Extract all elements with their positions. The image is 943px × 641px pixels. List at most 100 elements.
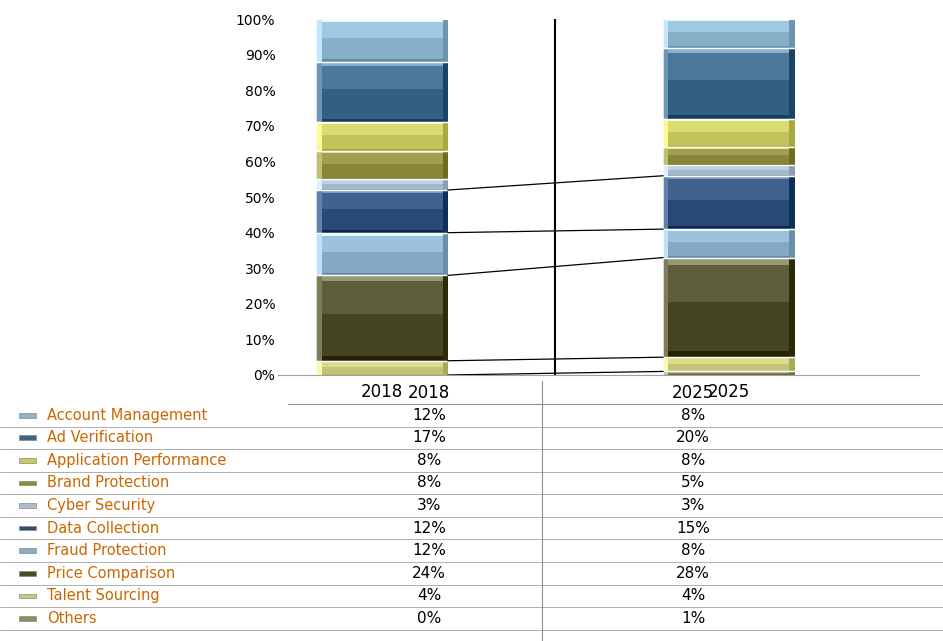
Bar	[316, 62, 448, 66]
Bar	[789, 357, 795, 371]
Text: Data Collection: Data Collection	[47, 520, 159, 536]
Bar	[316, 89, 448, 122]
Bar	[663, 371, 669, 375]
Bar	[663, 19, 795, 21]
Bar	[663, 32, 795, 47]
Bar	[663, 165, 795, 166]
Bar	[663, 357, 795, 363]
Text: 8%: 8%	[417, 453, 441, 468]
Bar	[443, 19, 448, 62]
Bar	[316, 273, 448, 276]
Bar	[789, 119, 795, 147]
Bar	[316, 122, 322, 151]
Bar	[316, 361, 448, 362]
Bar	[663, 363, 795, 371]
Bar	[663, 115, 795, 119]
Bar	[789, 165, 795, 176]
Text: 12%: 12%	[412, 543, 446, 558]
Bar	[316, 135, 448, 151]
Bar	[663, 147, 795, 149]
Bar	[663, 371, 795, 373]
Text: Ad Verification: Ad Verification	[47, 430, 154, 445]
Bar	[316, 276, 448, 281]
Bar	[663, 256, 795, 258]
Bar	[316, 178, 448, 179]
Bar	[443, 361, 448, 375]
Bar	[663, 229, 795, 231]
Bar	[663, 47, 669, 119]
Bar	[19, 548, 36, 553]
Bar	[316, 19, 448, 22]
Text: Account Management: Account Management	[47, 408, 207, 423]
Bar	[663, 226, 795, 229]
Bar	[663, 229, 795, 242]
Bar	[19, 503, 36, 508]
Bar	[663, 119, 795, 131]
Bar	[443, 62, 448, 122]
Bar	[663, 165, 795, 170]
Bar	[663, 258, 795, 303]
Bar	[316, 151, 322, 179]
Bar	[663, 19, 669, 47]
Bar	[19, 413, 36, 417]
Bar	[316, 190, 448, 193]
Bar	[316, 149, 448, 151]
Bar	[316, 163, 448, 179]
Bar	[316, 374, 448, 375]
Text: 8%: 8%	[681, 543, 705, 558]
Bar	[316, 361, 322, 375]
Bar	[316, 314, 448, 361]
Bar	[663, 242, 795, 258]
Bar	[316, 62, 448, 89]
Bar	[663, 46, 795, 47]
Bar	[316, 122, 448, 135]
Bar	[663, 19, 795, 32]
Bar	[663, 146, 795, 147]
Bar	[316, 190, 448, 209]
Bar	[663, 47, 795, 53]
Bar	[316, 233, 448, 252]
Bar	[316, 179, 448, 184]
Bar	[19, 616, 36, 620]
Bar	[316, 122, 448, 124]
Text: Others: Others	[47, 611, 97, 626]
Bar	[663, 176, 795, 200]
Bar	[663, 176, 669, 229]
Text: 12%: 12%	[412, 408, 446, 423]
Bar	[663, 175, 795, 176]
Bar	[316, 276, 448, 314]
Bar	[443, 122, 448, 151]
Bar	[663, 371, 795, 372]
Bar	[443, 151, 448, 179]
Bar	[19, 435, 36, 440]
Bar	[663, 258, 795, 265]
Bar	[316, 356, 448, 361]
Text: Price Comparison: Price Comparison	[47, 566, 175, 581]
Bar	[663, 164, 795, 165]
Bar	[663, 47, 795, 79]
Bar	[19, 526, 36, 531]
Bar	[316, 151, 448, 153]
Bar	[789, 47, 795, 119]
Bar	[443, 276, 448, 361]
Bar	[443, 233, 448, 276]
Bar	[663, 200, 795, 229]
Bar	[443, 179, 448, 190]
Bar	[316, 119, 448, 122]
Bar	[19, 481, 36, 485]
Bar	[316, 276, 322, 361]
Bar	[663, 131, 795, 147]
Bar	[663, 357, 795, 358]
Bar	[663, 176, 795, 179]
Bar	[316, 189, 448, 190]
Text: 24%: 24%	[412, 566, 446, 581]
Bar	[19, 458, 36, 463]
Text: 1%: 1%	[681, 611, 705, 626]
Bar	[316, 62, 322, 122]
Bar	[663, 351, 795, 357]
Text: 12%: 12%	[412, 520, 446, 536]
Text: 0%: 0%	[417, 611, 441, 626]
Bar	[789, 229, 795, 258]
Bar	[789, 258, 795, 357]
Bar	[316, 367, 448, 375]
